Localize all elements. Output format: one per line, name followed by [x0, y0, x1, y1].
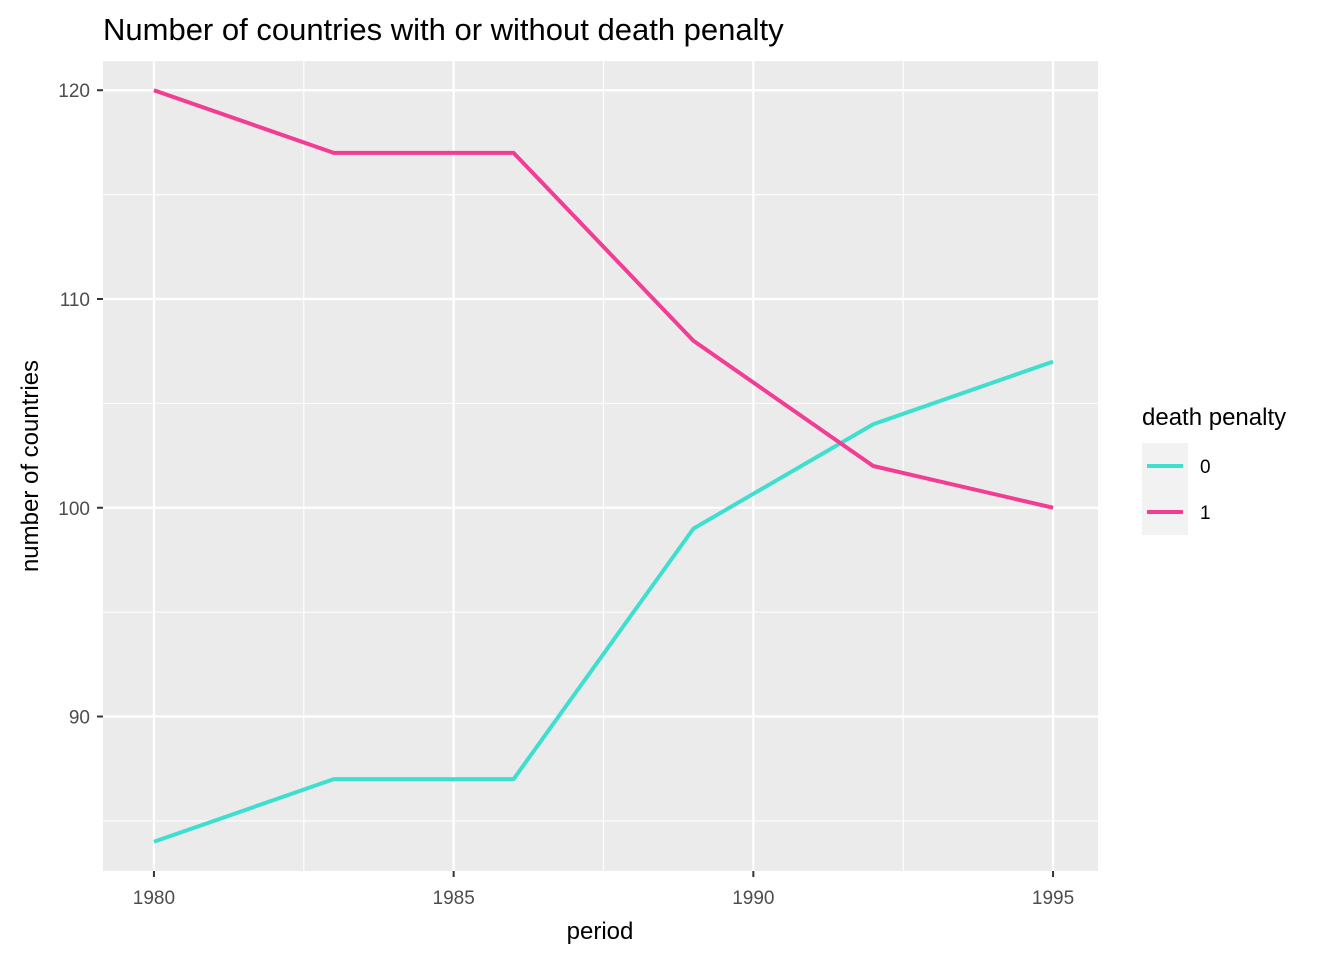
y-axis-ticks: 90 100 110 120 — [58, 81, 103, 729]
plot-panel — [103, 61, 1098, 871]
y-axis-title: number of countries — [17, 360, 44, 572]
legend-label-0: 0 — [1200, 457, 1211, 478]
x-tick-label: 1985 — [433, 888, 475, 909]
minor-gridlines — [103, 61, 1098, 871]
x-axis-ticks: 1980 1985 1990 1995 — [133, 871, 1074, 909]
legend: death penalty 01 — [1142, 404, 1286, 535]
series-line-1 — [153, 88, 1054, 510]
legend-title: death penalty — [1142, 404, 1286, 431]
series-lines — [153, 88, 1054, 844]
major-gridlines — [103, 61, 1098, 871]
legend-items: 01 — [1142, 443, 1211, 535]
y-tick-label: 100 — [58, 499, 90, 520]
chart-title: Number of countries with or without deat… — [103, 12, 784, 47]
y-tick-label: 90 — [69, 708, 90, 729]
y-tick-label: 110 — [60, 290, 90, 311]
x-tick-label: 1990 — [732, 888, 774, 909]
y-tick-label: 120 — [58, 81, 90, 102]
x-tick-label: 1980 — [133, 888, 175, 909]
series-line-0 — [153, 359, 1054, 844]
x-tick-label: 1995 — [1032, 888, 1074, 909]
x-axis-title: period — [567, 918, 634, 945]
legend-label-1: 1 — [1200, 503, 1211, 524]
